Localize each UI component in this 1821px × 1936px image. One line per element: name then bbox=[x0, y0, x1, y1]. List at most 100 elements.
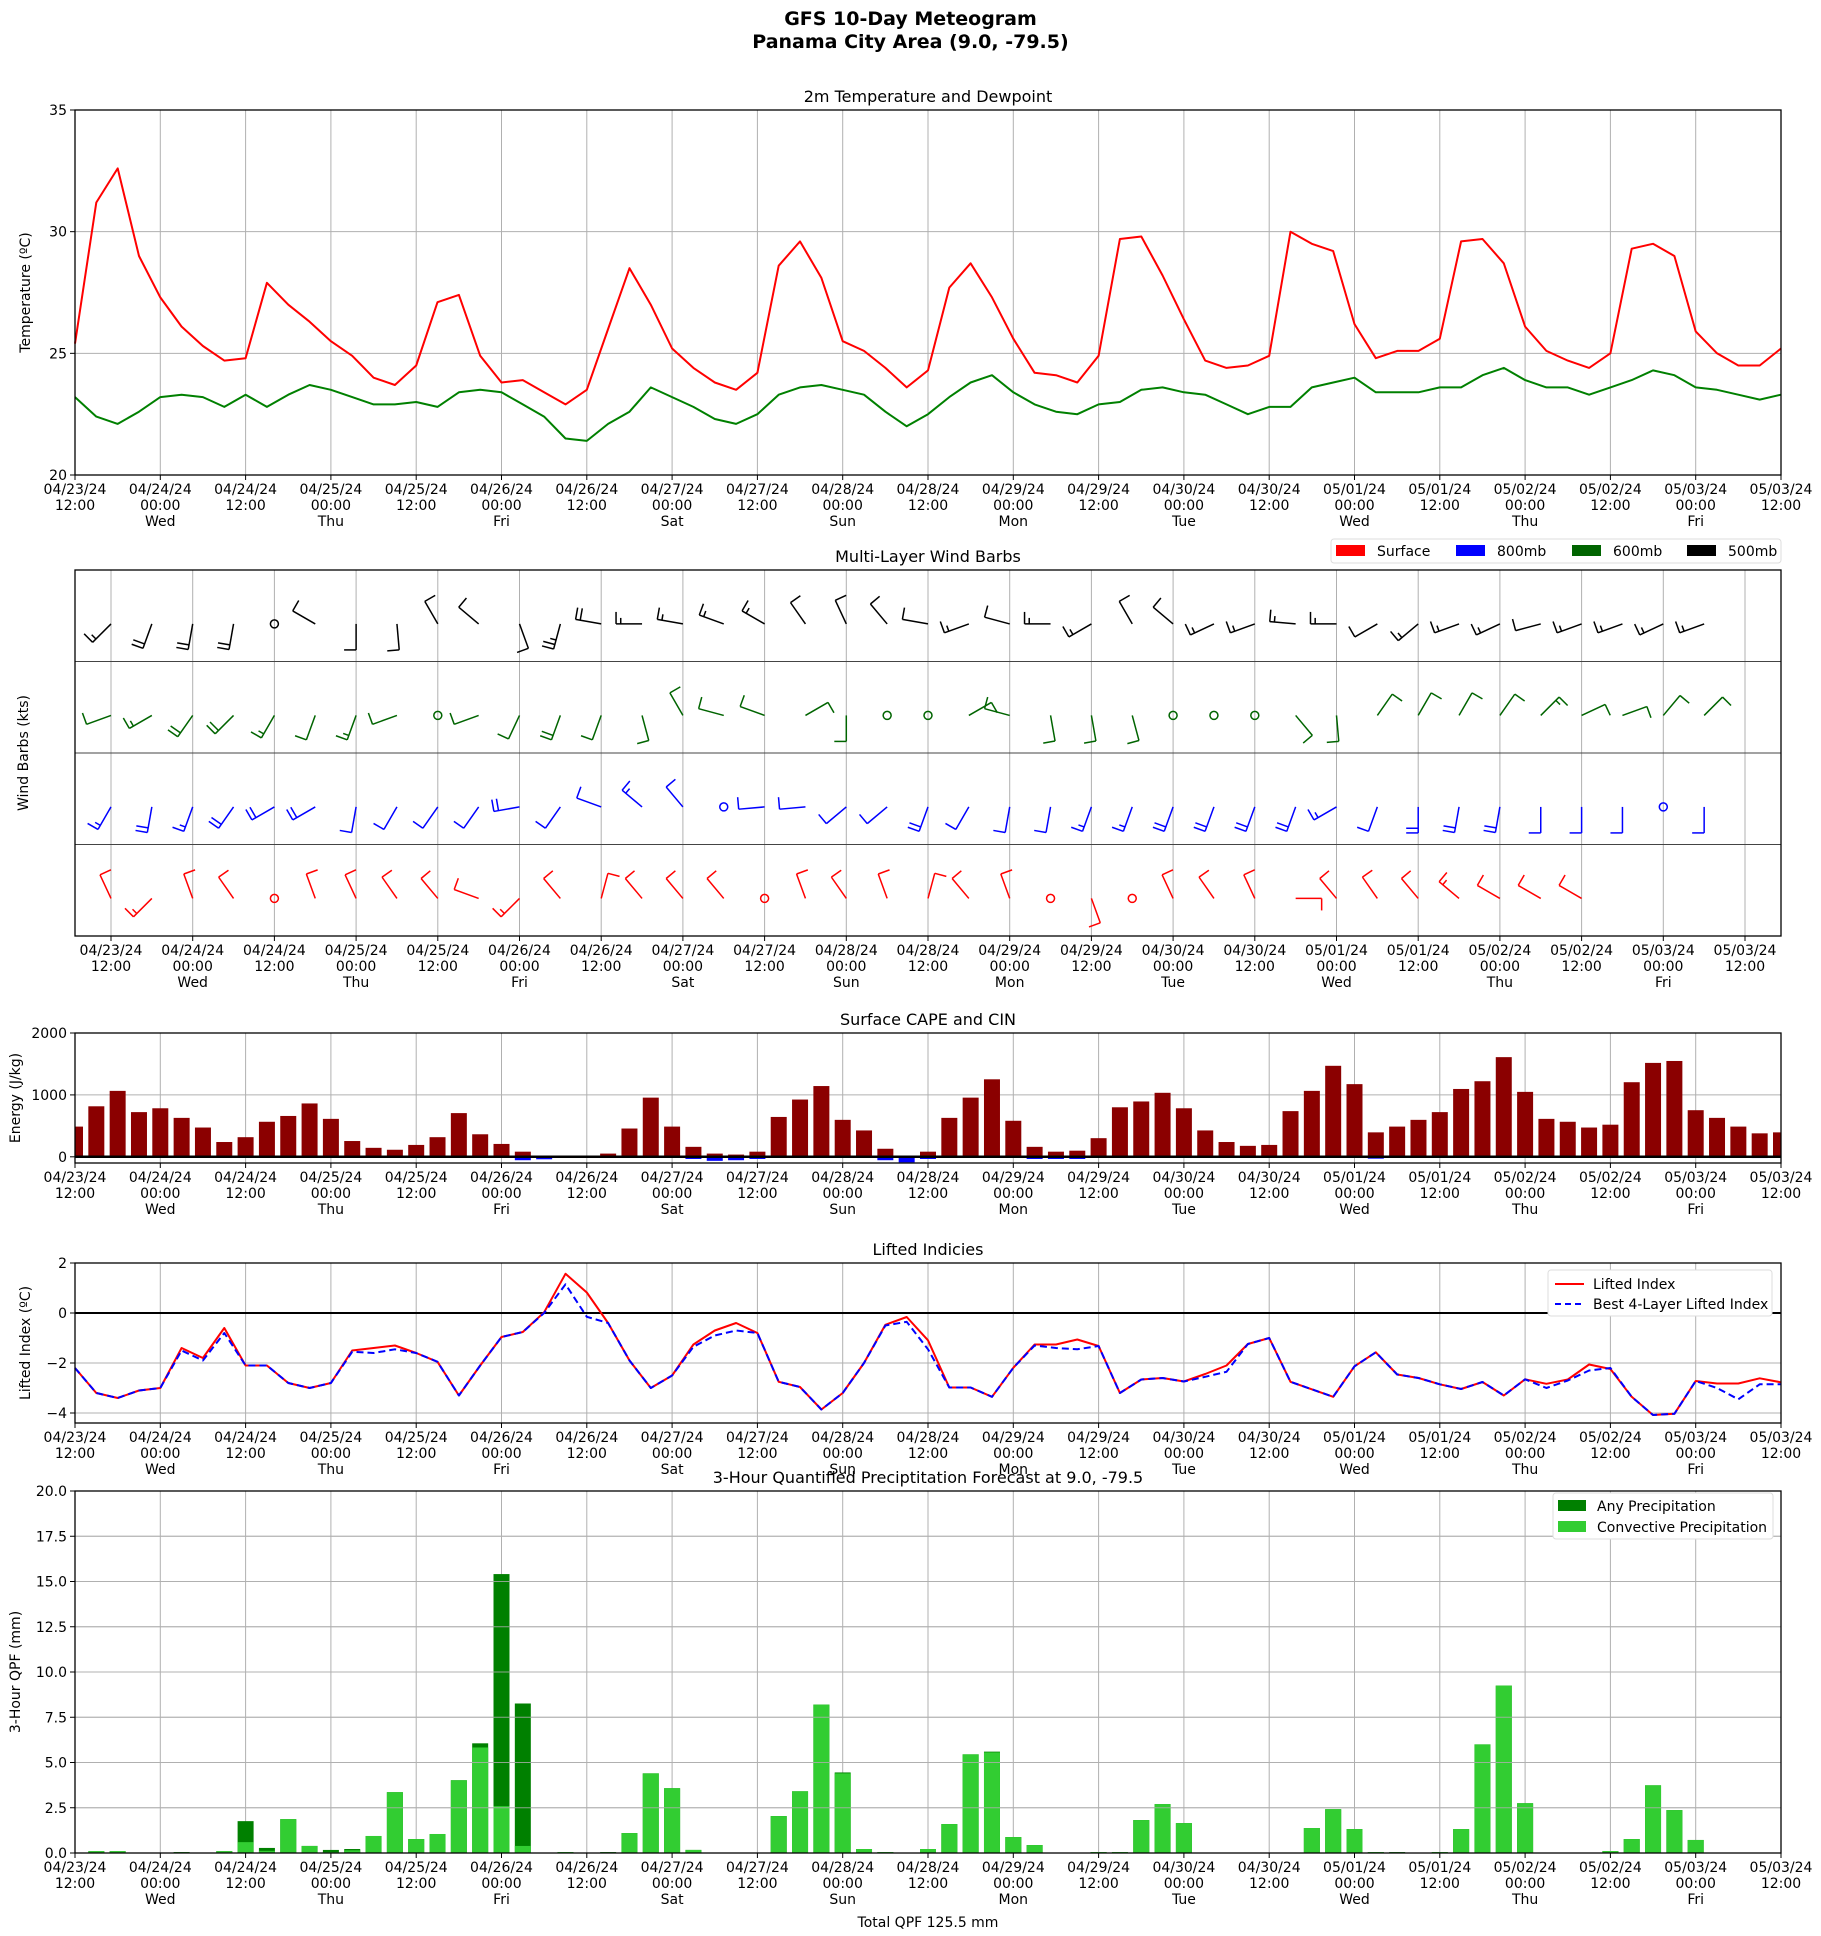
x-tick-date: 04/30/24 bbox=[1152, 1170, 1215, 1186]
wind-barbs-chart: Multi-Layer Wind Barbs Wind Barbs (kts) 04… bbox=[16, 538, 1782, 991]
y-tick-label: −2 bbox=[46, 1356, 67, 1372]
x-tick-time: 00:00 bbox=[993, 1876, 1033, 1892]
x-tick-date: 05/01/24 bbox=[1408, 1430, 1471, 1446]
x-tick-day: Wed bbox=[1339, 1892, 1370, 1908]
x-tick-date: 05/02/24 bbox=[1579, 1430, 1642, 1446]
x-tick-date: 05/02/24 bbox=[1550, 943, 1613, 959]
x-tick-date: 04/30/24 bbox=[1238, 1170, 1301, 1186]
x-tick-time: 00:00 bbox=[652, 1446, 692, 1462]
x-tick-date: 04/29/24 bbox=[982, 482, 1045, 498]
y-tick-label: 35 bbox=[49, 103, 67, 119]
x-tick-date: 05/02/24 bbox=[1494, 1170, 1557, 1186]
x-tick-day: Wed bbox=[177, 975, 208, 991]
y-tick-label: 2000 bbox=[31, 1026, 67, 1042]
x-tick-date: 05/03/24 bbox=[1714, 943, 1777, 959]
y-tick-label: 2 bbox=[58, 1256, 67, 1272]
x-tick-date: 05/02/24 bbox=[1579, 482, 1642, 498]
x-tick-date: 04/27/24 bbox=[641, 1860, 704, 1876]
x-tick-date: 04/29/24 bbox=[978, 943, 1041, 959]
x-tick-time: 00:00 bbox=[481, 498, 521, 514]
x-tick-date: 04/27/24 bbox=[726, 1170, 789, 1186]
x-tick-time: 00:00 bbox=[823, 1876, 863, 1892]
x-tick-date: 04/26/24 bbox=[555, 482, 618, 498]
x-tick-date: 04/26/24 bbox=[555, 1430, 618, 1446]
x-tick-date: 05/01/24 bbox=[1408, 1860, 1471, 1876]
x-tick-day: Thu bbox=[342, 975, 369, 991]
x-tick-time: 12:00 bbox=[396, 1186, 436, 1202]
x-tick-date: 05/03/24 bbox=[1664, 1430, 1727, 1446]
y-tick-label: 7.5 bbox=[45, 1710, 67, 1726]
x-tick-date: 04/24/24 bbox=[214, 1430, 277, 1446]
qpf-chart: 0.0 2.5 5.0 7.5 10.0 12.5 15.0 17.5 20.0 3-Hour Q… bbox=[8, 1468, 1813, 1931]
x-tick-day: Tue bbox=[1160, 975, 1185, 991]
x-tick-time: 12:00 bbox=[1761, 1876, 1801, 1892]
legend-label: 600mb bbox=[1613, 544, 1662, 560]
y-tick-label: 10.0 bbox=[36, 1665, 67, 1681]
figure-title-line1: GFS 10-Day Meteogram bbox=[784, 8, 1037, 30]
x-tick-date: 04/29/24 bbox=[982, 1860, 1045, 1876]
x-tick-date: 05/02/24 bbox=[1494, 1860, 1557, 1876]
x-tick-date: 05/02/24 bbox=[1468, 943, 1531, 959]
x-tick-date: 05/03/24 bbox=[1750, 1170, 1813, 1186]
x-tick-time: 12:00 bbox=[225, 1876, 265, 1892]
x-tick-time: 12:00 bbox=[418, 959, 458, 975]
x-tick-time: 00:00 bbox=[481, 1186, 521, 1202]
x-tick-date: 05/01/24 bbox=[1323, 1860, 1386, 1876]
x-tick-time: 12:00 bbox=[1071, 959, 1111, 975]
x-tick-day: Sun bbox=[829, 1202, 856, 1218]
x-tick-day: Thu bbox=[317, 1462, 344, 1478]
x-tick-date: 05/02/24 bbox=[1494, 482, 1557, 498]
x-tick-time: 12:00 bbox=[1420, 1446, 1460, 1462]
x-tick-date: 04/27/24 bbox=[641, 482, 704, 498]
x-tick-time: 12:00 bbox=[737, 498, 777, 514]
x-tick-day: Fri bbox=[493, 1202, 510, 1218]
y-tick-label: 1000 bbox=[31, 1088, 67, 1104]
x-tick-time: 12:00 bbox=[1420, 1186, 1460, 1202]
x-tick-date: 04/28/24 bbox=[897, 482, 960, 498]
x-tick-time: 12:00 bbox=[1249, 1446, 1289, 1462]
x-tick-time: 00:00 bbox=[1164, 498, 1204, 514]
x-tick-day: Sun bbox=[833, 975, 860, 991]
x-tick-day: Mon bbox=[999, 514, 1029, 530]
x-tick-time: 12:00 bbox=[1420, 498, 1460, 514]
x-tick-time: 00:00 bbox=[652, 1186, 692, 1202]
x-tick-time: 00:00 bbox=[140, 498, 180, 514]
panel-title: 3-Hour Quantified Preciptitation Forecas… bbox=[713, 1468, 1143, 1487]
x-tick-time: 12:00 bbox=[744, 959, 784, 975]
x-tick-date: 05/03/24 bbox=[1664, 482, 1727, 498]
x-tick-date: 04/29/24 bbox=[1067, 1860, 1130, 1876]
x-tick-day: Thu bbox=[1511, 1202, 1538, 1218]
x-tick-time: 00:00 bbox=[1153, 959, 1193, 975]
x-tick-day: Mon bbox=[995, 975, 1025, 991]
x-tick-date: 04/25/24 bbox=[406, 943, 469, 959]
x-tick-day: Thu bbox=[317, 514, 344, 530]
x-tick-date: 04/25/24 bbox=[385, 1860, 448, 1876]
y-axis-label: Wind Barbs (kts) bbox=[16, 695, 32, 811]
x-tick-day: Sat bbox=[671, 975, 694, 991]
x-tick-day: Tue bbox=[1171, 1202, 1196, 1218]
x-tick-date: 04/29/24 bbox=[982, 1430, 1045, 1446]
y-axis-label: Energy (J/kg) bbox=[8, 1053, 24, 1143]
x-tick-date: 04/24/24 bbox=[214, 482, 277, 498]
x-tick-date: 04/23/24 bbox=[44, 482, 107, 498]
x-tick-day: Mon bbox=[999, 1202, 1029, 1218]
x-tick-time: 00:00 bbox=[652, 1876, 692, 1892]
x-tick-day: Fri bbox=[1687, 514, 1704, 530]
x-tick-day: Wed bbox=[1339, 1202, 1370, 1218]
x-tick-time: 12:00 bbox=[225, 498, 265, 514]
x-tick-date: 04/29/24 bbox=[1060, 943, 1123, 959]
x-tick-date: 04/25/24 bbox=[385, 1430, 448, 1446]
x-tick-day: Sun bbox=[829, 1892, 856, 1908]
x-tick-time: 00:00 bbox=[1505, 1446, 1545, 1462]
total-qpf-label: Total QPF 125.5 mm bbox=[857, 1915, 999, 1931]
y-tick-label: 0.0 bbox=[45, 1846, 67, 1862]
x-tick-time: 12:00 bbox=[1249, 498, 1289, 514]
x-tick-time: 12:00 bbox=[737, 1186, 777, 1202]
x-tick-day: Tue bbox=[1171, 514, 1196, 530]
x-tick-date: 04/26/24 bbox=[555, 1170, 618, 1186]
x-tick-time: 00:00 bbox=[1164, 1446, 1204, 1462]
x-tick-time: 12:00 bbox=[91, 959, 131, 975]
x-tick-day: Sat bbox=[661, 1202, 684, 1218]
x-tick-time: 12:00 bbox=[908, 959, 948, 975]
